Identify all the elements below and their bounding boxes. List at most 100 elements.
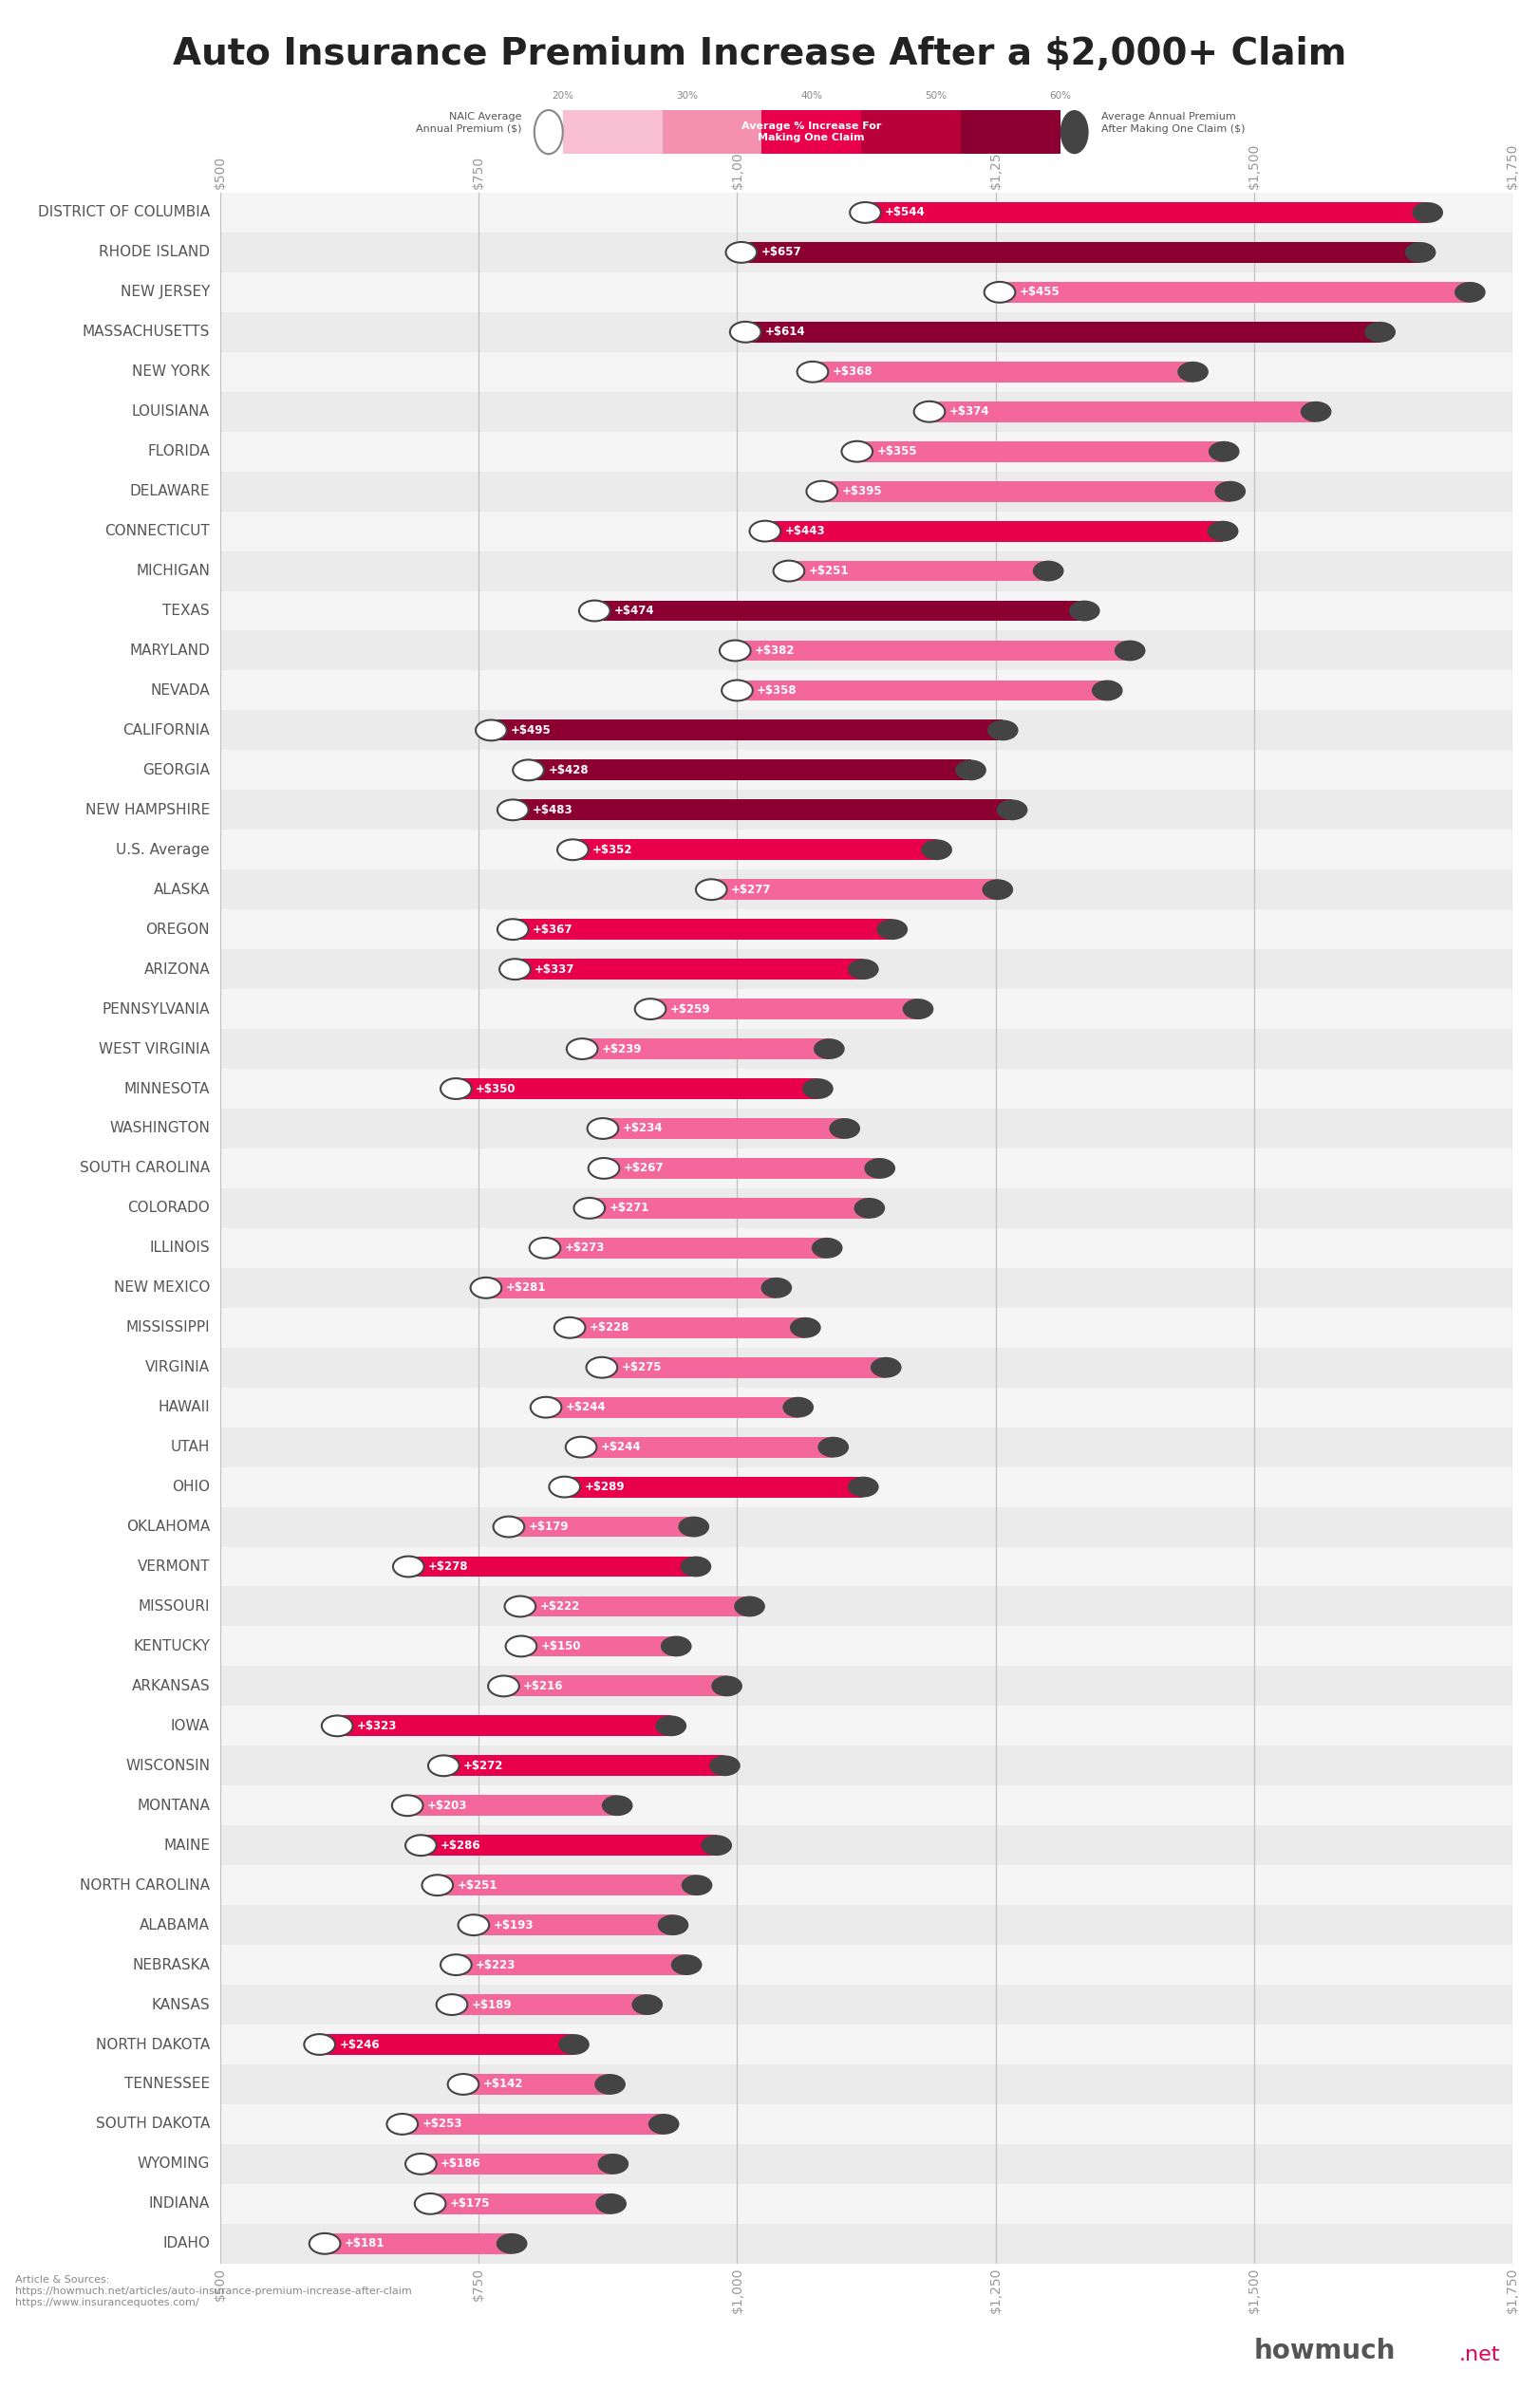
Bar bbox=[220, 1946, 1512, 1984]
Bar bbox=[407, 1796, 617, 1816]
Bar bbox=[456, 1955, 687, 1975]
Bar bbox=[444, 1755, 725, 1777]
Text: +$150: +$150 bbox=[541, 1640, 581, 1652]
Bar bbox=[220, 990, 1512, 1028]
Bar bbox=[220, 751, 1512, 790]
Ellipse shape bbox=[678, 1517, 710, 1536]
Text: +$657: +$657 bbox=[762, 246, 801, 258]
Text: +$443: +$443 bbox=[784, 525, 825, 537]
Ellipse shape bbox=[734, 1597, 765, 1616]
Bar bbox=[491, 720, 1003, 742]
Ellipse shape bbox=[635, 999, 666, 1019]
Ellipse shape bbox=[575, 1197, 605, 1218]
Text: +$382: +$382 bbox=[755, 645, 795, 657]
Ellipse shape bbox=[807, 482, 838, 501]
Text: +$223: +$223 bbox=[476, 1958, 515, 1972]
Bar bbox=[220, 2064, 1512, 2105]
Bar bbox=[220, 1387, 1512, 1428]
Ellipse shape bbox=[955, 761, 986, 780]
Bar bbox=[515, 958, 863, 980]
Ellipse shape bbox=[448, 2073, 479, 2095]
Ellipse shape bbox=[1069, 600, 1100, 621]
Bar bbox=[929, 402, 1316, 421]
Bar bbox=[220, 1228, 1512, 1269]
Ellipse shape bbox=[1365, 323, 1395, 342]
Ellipse shape bbox=[1059, 111, 1088, 154]
Text: +$142: +$142 bbox=[483, 2078, 523, 2090]
Ellipse shape bbox=[719, 641, 751, 660]
Ellipse shape bbox=[701, 1835, 733, 1857]
Text: +$474: +$474 bbox=[614, 604, 655, 616]
Ellipse shape bbox=[530, 1397, 561, 1418]
Ellipse shape bbox=[848, 958, 879, 980]
Ellipse shape bbox=[423, 1876, 453, 1895]
Bar bbox=[220, 1825, 1512, 1866]
Bar bbox=[573, 840, 936, 860]
Text: +$244: +$244 bbox=[600, 1440, 641, 1454]
Ellipse shape bbox=[813, 1038, 845, 1060]
Ellipse shape bbox=[854, 1197, 885, 1218]
Ellipse shape bbox=[921, 840, 952, 860]
Text: Average Annual Premium
After Making One Claim ($): Average Annual Premium After Making One … bbox=[1102, 113, 1245, 132]
Bar bbox=[220, 1149, 1512, 1187]
Ellipse shape bbox=[406, 1835, 436, 1857]
Text: +$395: +$395 bbox=[842, 484, 882, 498]
Bar bbox=[220, 1546, 1512, 1587]
Text: +$244: +$244 bbox=[565, 1401, 606, 1413]
Ellipse shape bbox=[505, 1597, 535, 1616]
Bar bbox=[509, 1517, 693, 1536]
Text: +$428: +$428 bbox=[549, 763, 588, 775]
Ellipse shape bbox=[812, 1238, 842, 1259]
Bar bbox=[220, 2223, 1512, 2264]
Ellipse shape bbox=[711, 1676, 742, 1695]
Bar bbox=[220, 910, 1512, 949]
Text: 50%: 50% bbox=[926, 92, 947, 101]
Text: +$337: +$337 bbox=[535, 963, 575, 975]
Ellipse shape bbox=[1412, 202, 1442, 224]
Text: +$352: +$352 bbox=[593, 843, 632, 855]
Bar bbox=[220, 1348, 1512, 1387]
Text: +$271: +$271 bbox=[610, 1202, 649, 1214]
Ellipse shape bbox=[549, 1476, 581, 1498]
Ellipse shape bbox=[386, 2114, 418, 2133]
Text: +$367: +$367 bbox=[532, 922, 573, 937]
Text: +$368: +$368 bbox=[833, 366, 872, 378]
Ellipse shape bbox=[655, 1714, 687, 1736]
Ellipse shape bbox=[658, 1914, 689, 1936]
Ellipse shape bbox=[722, 679, 752, 701]
Ellipse shape bbox=[392, 1796, 423, 1816]
Text: +$272: +$272 bbox=[464, 1760, 503, 1772]
Ellipse shape bbox=[727, 243, 757, 262]
Ellipse shape bbox=[796, 361, 828, 383]
Ellipse shape bbox=[783, 1397, 813, 1418]
Bar bbox=[337, 1714, 670, 1736]
Ellipse shape bbox=[596, 2194, 626, 2213]
Ellipse shape bbox=[985, 282, 1015, 303]
Text: +$186: +$186 bbox=[441, 2158, 480, 2170]
Bar bbox=[464, 2073, 610, 2095]
Text: +$286: +$286 bbox=[441, 1840, 480, 1852]
Bar bbox=[1000, 282, 1470, 303]
Bar bbox=[220, 669, 1512, 710]
Ellipse shape bbox=[848, 1476, 879, 1498]
Bar bbox=[220, 313, 1512, 352]
Text: Auto Insurance Premium Increase After a $2,000+ Claim: Auto Insurance Premium Increase After a … bbox=[173, 36, 1347, 72]
Bar bbox=[789, 561, 1049, 580]
Text: +$275: +$275 bbox=[622, 1361, 661, 1373]
Bar bbox=[430, 2194, 611, 2213]
Bar bbox=[594, 600, 1084, 621]
Ellipse shape bbox=[471, 1279, 502, 1298]
Bar bbox=[582, 1038, 830, 1060]
Ellipse shape bbox=[903, 999, 933, 1019]
Ellipse shape bbox=[1208, 441, 1239, 462]
Bar bbox=[325, 2232, 512, 2254]
Ellipse shape bbox=[1091, 679, 1123, 701]
Text: +$544: +$544 bbox=[885, 207, 926, 219]
Bar bbox=[564, 1476, 863, 1498]
Ellipse shape bbox=[558, 2035, 590, 2054]
Bar bbox=[220, 790, 1512, 831]
Ellipse shape bbox=[1032, 561, 1064, 580]
Bar bbox=[451, 1994, 648, 2015]
Ellipse shape bbox=[494, 1517, 524, 1536]
Ellipse shape bbox=[441, 1955, 471, 1975]
